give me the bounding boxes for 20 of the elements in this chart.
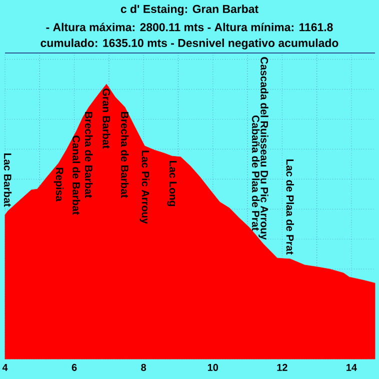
x-tick-label: 4 xyxy=(2,364,8,371)
x-tick-label: 12 xyxy=(277,364,288,371)
annotation: Lac de Plaa de Prat xyxy=(286,160,294,255)
annotation: Cabaña de Plaa de Prat xyxy=(252,116,260,231)
annotation: Brecha de Barbat xyxy=(121,112,129,198)
annotation: Lac Long xyxy=(167,160,177,206)
annotation: Brecha de Barbat xyxy=(84,112,93,198)
text: cumulado: 1635.10 mts - Desnivel negativo acumulado xyxy=(40,38,338,50)
x-tick-label: 10 xyxy=(208,364,218,371)
annotation: Gran Barbat xyxy=(102,88,110,149)
annotation: Lac Barbat xyxy=(4,154,12,207)
x-tick-label: 14 xyxy=(346,364,357,371)
annotation: Cascada del Ruisseau Du Pic Arrouy xyxy=(258,57,268,240)
annotation: Repisa xyxy=(54,168,64,202)
annotation: Lac Pic Arrouy xyxy=(140,150,150,224)
x-tick-label: 6 xyxy=(72,364,77,371)
chart-subtitle: - Altura máxima: 2800.11 mts - Altura mínima: 1161.8 xyxy=(46,22,333,32)
chart-title: c d' Estaing: Gran Barbat xyxy=(120,4,258,16)
annotation: Canal de Barbat xyxy=(72,136,80,215)
x-tick-label: 8 xyxy=(141,364,146,371)
